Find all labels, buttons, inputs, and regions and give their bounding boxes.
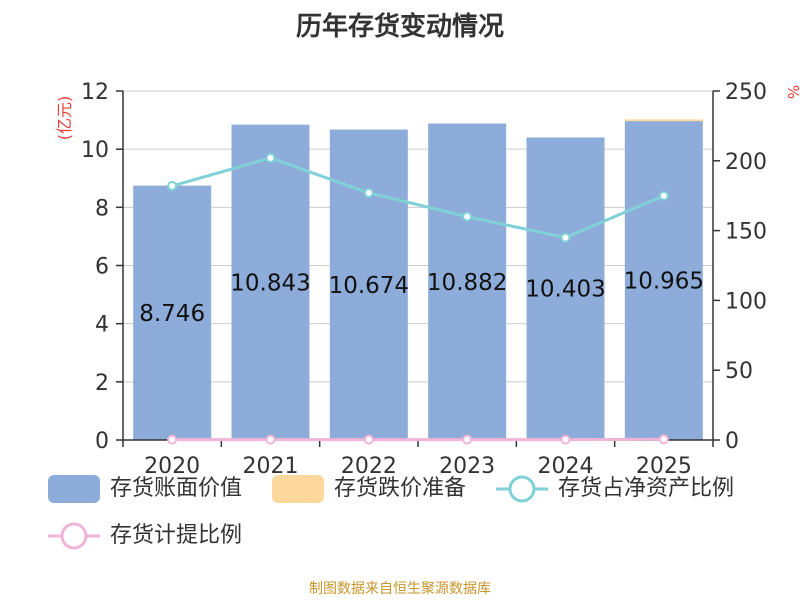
x-tick-label: 2022 [341, 454, 397, 479]
y-right-tick-label: 150 [725, 220, 767, 245]
legend-swatch-provision-ratio [48, 522, 100, 550]
x-tick-label: 2023 [439, 454, 495, 479]
bar-impairment [624, 119, 703, 122]
point-net-asset-ratio [560, 232, 571, 243]
y-right-axis-title: % [784, 85, 800, 99]
bar-book-value [231, 124, 310, 440]
legend-label-impairment: 存货跌价准备 [334, 476, 467, 501]
y-left-tick-label: 10 [81, 138, 109, 163]
line-net-asset-ratio [171, 156, 665, 240]
point-provision-ratio [462, 434, 473, 445]
point-net-asset-ratio [167, 180, 178, 191]
x-tick-label: 2020 [144, 454, 200, 479]
bar-book-value [329, 129, 408, 440]
y-left-tick-label: 6 [95, 255, 109, 280]
legend-swatch-impairment [272, 475, 324, 503]
point-provision-ratio [363, 434, 374, 445]
point-provision-ratio [265, 434, 276, 445]
bar-value-label: 10.965 [624, 269, 704, 295]
y-left-tick-label: 12 [81, 80, 109, 105]
point-net-asset-ratio [265, 153, 276, 164]
point-provision-ratio [167, 434, 178, 445]
legend-label-provision-ratio: 存货计提比例 [110, 523, 243, 548]
legend-swatch-book-value [48, 475, 100, 503]
legend-item-provision-ratio[interactable]: 存货计提比例 [48, 521, 242, 551]
y-right-tick-label: 250 [725, 80, 767, 105]
y-right-tick-label: 100 [725, 289, 767, 314]
y-right-tick-label: 0 [725, 429, 739, 454]
bar-book-value [428, 123, 507, 440]
y-left-tick-label: 0 [95, 429, 109, 454]
y-left-tick-label: 4 [95, 313, 109, 338]
bar-value-label: 8.746 [139, 301, 205, 327]
y-left-tick-label: 8 [95, 196, 109, 221]
legend-item-impairment[interactable]: 存货跌价准备 [272, 474, 466, 504]
bar-value-label: 10.403 [525, 277, 605, 303]
bar-book-value [133, 185, 212, 440]
legend-label-net-asset-ratio: 存货占净资产比例 [558, 476, 735, 501]
x-tick-label: 2025 [636, 454, 692, 479]
point-provision-ratio [560, 434, 571, 445]
bar-book-value [624, 121, 703, 440]
y-left-tick-label: 2 [95, 371, 109, 396]
point-net-asset-ratio [363, 187, 374, 198]
point-net-asset-ratio [658, 190, 669, 201]
bar-value-label: 10.674 [329, 273, 409, 299]
chart-title: 历年存货变动情况 [295, 12, 504, 42]
bar-book-value [526, 137, 605, 440]
legend-swatch-net-asset-ratio [496, 475, 548, 503]
legend-item-book-value[interactable]: 存货账面价值 [48, 474, 242, 504]
y-right-tick-label: 50 [725, 359, 753, 384]
point-provision-ratio [658, 434, 669, 445]
y-left-axis-title: (亿元) [55, 96, 74, 141]
x-tick-label: 2021 [243, 454, 299, 479]
point-net-asset-ratio [462, 211, 473, 222]
data-source-note: 制图数据来自恒生聚源数据库 [309, 581, 491, 597]
bar-value-label: 10.843 [230, 270, 310, 296]
x-tick-label: 2024 [538, 454, 594, 479]
bar-value-label: 10.882 [427, 270, 507, 296]
legend-label-book-value: 存货账面价值 [110, 476, 243, 501]
legend-item-net-asset-ratio[interactable]: 存货占净资产比例 [496, 474, 734, 504]
y-right-tick-label: 200 [725, 150, 767, 175]
